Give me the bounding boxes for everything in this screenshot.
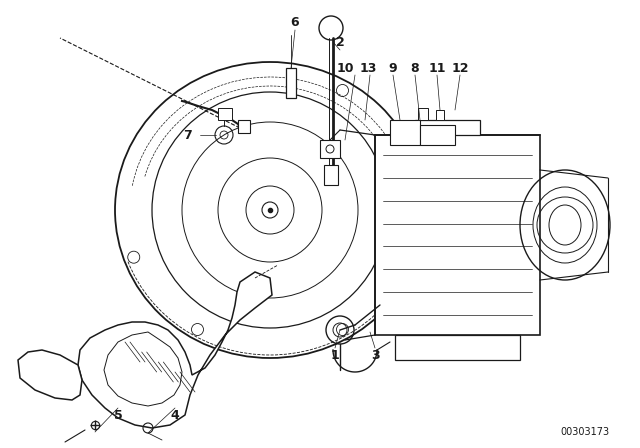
Polygon shape <box>418 108 428 120</box>
Polygon shape <box>395 335 520 360</box>
Text: 00303173: 00303173 <box>561 427 609 437</box>
Text: 2: 2 <box>335 35 344 48</box>
Text: 8: 8 <box>411 61 419 74</box>
Text: 6: 6 <box>291 16 300 29</box>
Polygon shape <box>436 110 444 120</box>
Polygon shape <box>390 120 420 145</box>
Polygon shape <box>324 165 338 185</box>
Polygon shape <box>218 108 232 120</box>
Text: 11: 11 <box>428 61 445 74</box>
Text: 4: 4 <box>171 409 179 422</box>
Polygon shape <box>415 120 480 135</box>
Polygon shape <box>238 120 250 133</box>
Polygon shape <box>18 350 82 400</box>
Text: 9: 9 <box>388 61 397 74</box>
Text: 7: 7 <box>184 129 193 142</box>
Polygon shape <box>375 135 540 335</box>
Polygon shape <box>286 68 296 98</box>
Text: 13: 13 <box>359 61 377 74</box>
Polygon shape <box>78 272 272 428</box>
Polygon shape <box>320 140 340 158</box>
Text: 12: 12 <box>451 61 468 74</box>
Text: 10: 10 <box>336 61 354 74</box>
Text: 3: 3 <box>371 349 380 362</box>
Text: 5: 5 <box>114 409 122 422</box>
Text: 1: 1 <box>331 349 339 362</box>
Polygon shape <box>420 125 455 145</box>
